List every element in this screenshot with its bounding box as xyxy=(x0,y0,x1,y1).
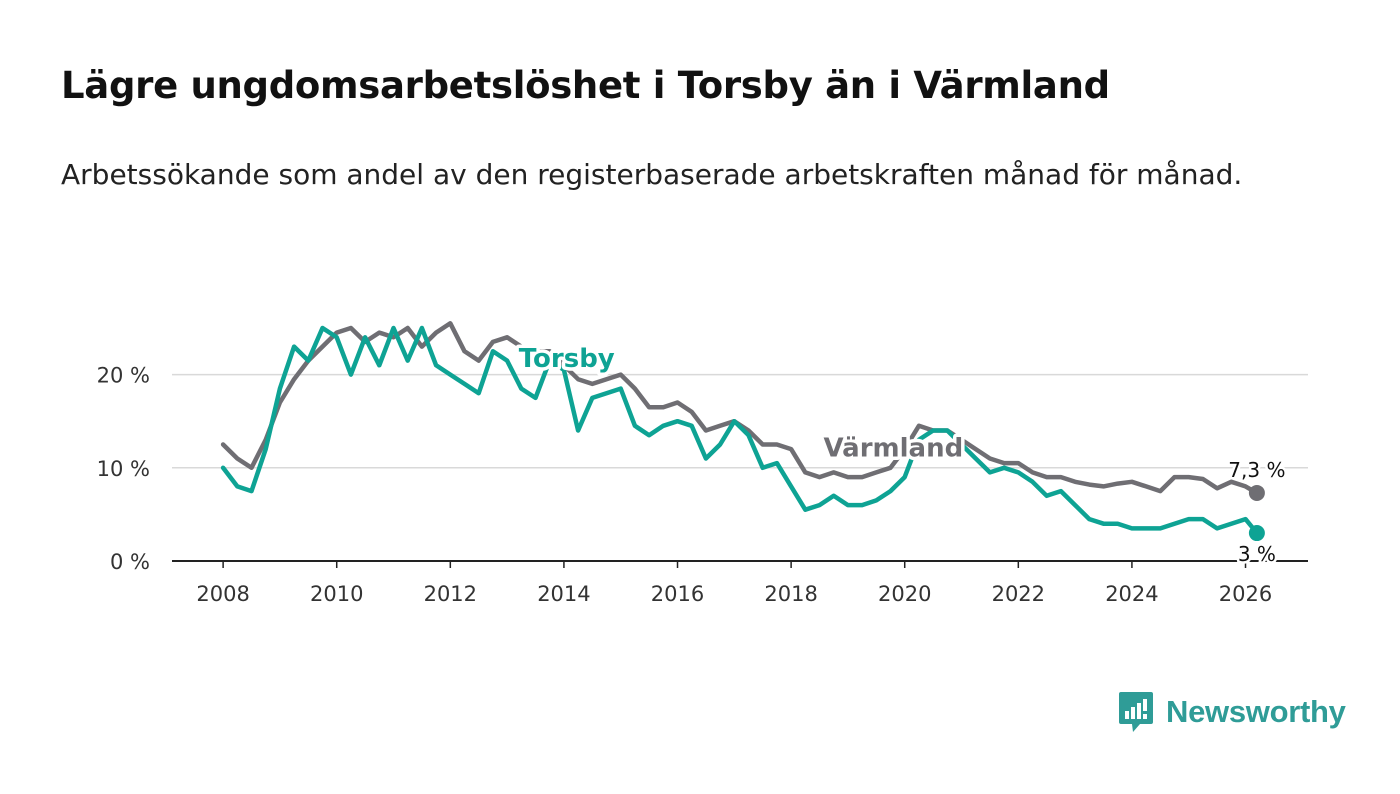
x-tick-label: 2024 xyxy=(1105,582,1158,606)
series-label-torsby: Torsby xyxy=(519,344,615,374)
end-value-label-varmland: 7,3 % xyxy=(1228,458,1285,482)
x-tick-label: 2010 xyxy=(310,582,363,606)
newsworthy-logo-icon xyxy=(1119,692,1153,732)
annotations: Värmland 7,3 % Torsby 3 % xyxy=(515,341,1288,569)
series-lines xyxy=(220,321,1260,536)
series-line-torsby xyxy=(220,325,1260,536)
x-tick-label: 2012 xyxy=(424,582,477,606)
axes: 0 % 10 % 20 % 2008 2010 2012 2014 2016 2018 2020 2… xyxy=(97,364,1308,606)
y-tick-label: 10 % xyxy=(97,457,150,481)
x-tick-label: 2022 xyxy=(992,582,1045,606)
x-tick-label: 2026 xyxy=(1219,582,1272,606)
y-tick-label: 0 % xyxy=(110,550,150,574)
x-tick-label: 2016 xyxy=(651,582,704,606)
y-tick-label: 20 % xyxy=(97,364,150,388)
newsworthy-logo-text: Newsworthy xyxy=(1166,694,1346,729)
x-tick-label: 2008 xyxy=(196,582,249,606)
chart-subtitle: Arbetssökande som andel av den registerb… xyxy=(61,158,1243,191)
end-value-label-torsby: 3 % xyxy=(1238,542,1276,566)
newsworthy-logo[interactable]: Newsworthy xyxy=(1118,690,1346,734)
end-marker-varmland xyxy=(1248,484,1265,501)
x-tick-label: 2018 xyxy=(764,582,817,606)
end-marker-torsby xyxy=(1248,525,1265,542)
series-label-varmland: Värmland xyxy=(823,434,963,464)
x-tick-label: 2014 xyxy=(537,582,590,606)
x-tick-label: 2020 xyxy=(878,582,931,606)
chart-title: Lägre ungdomsarbetslöshet i Torsby än i … xyxy=(61,64,1110,107)
gridlines xyxy=(172,373,1308,469)
